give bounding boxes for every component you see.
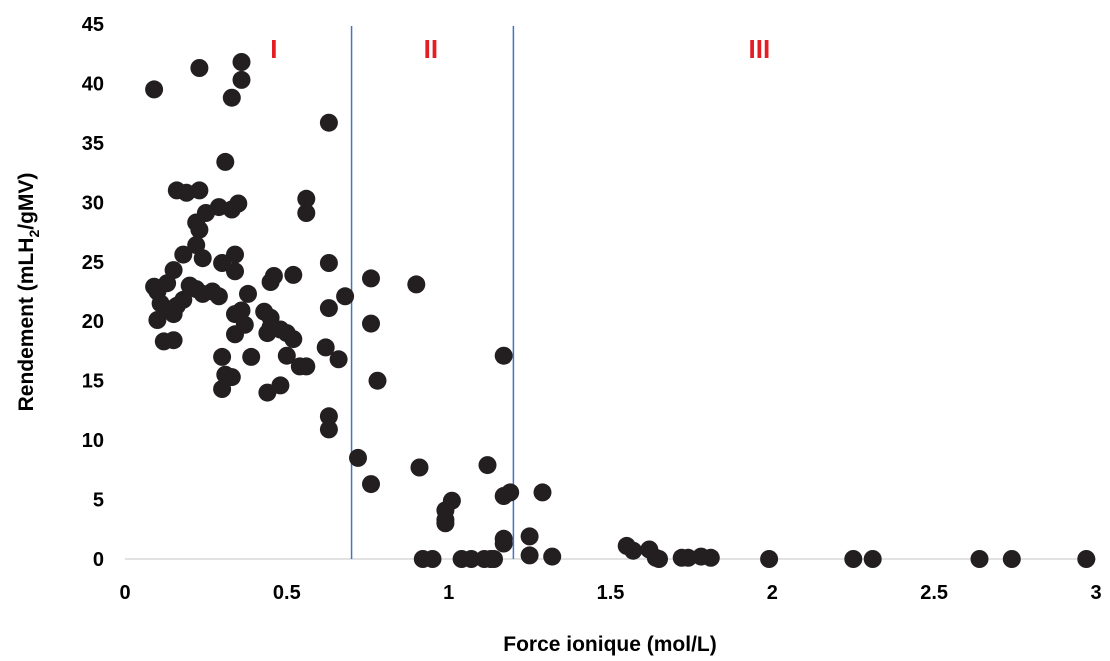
x-tick-label: 2.5 bbox=[920, 582, 948, 604]
y-axis-title-subscript: 2 bbox=[26, 230, 42, 238]
data-point bbox=[297, 204, 315, 222]
y-tick-label: 40 bbox=[82, 73, 104, 95]
data-point bbox=[424, 550, 442, 568]
x-axis-title: Force ionique (mol/L) bbox=[503, 633, 717, 656]
data-point bbox=[297, 357, 315, 375]
data-point bbox=[521, 527, 539, 545]
data-point bbox=[284, 266, 302, 284]
data-point bbox=[320, 254, 338, 272]
y-axis-title: Rendement (mLH2/gMV) bbox=[15, 173, 42, 412]
zone-labels: I II III bbox=[270, 34, 770, 64]
data-points bbox=[145, 53, 1095, 568]
data-point bbox=[165, 331, 183, 349]
zone-label-3: III bbox=[749, 34, 771, 64]
data-point bbox=[190, 221, 208, 239]
data-point bbox=[485, 550, 503, 568]
data-point bbox=[233, 71, 251, 89]
data-point bbox=[239, 285, 257, 303]
data-point bbox=[521, 546, 539, 564]
data-point bbox=[190, 181, 208, 199]
data-point bbox=[194, 249, 212, 267]
y-tick-label: 30 bbox=[82, 192, 104, 214]
data-point bbox=[242, 348, 260, 366]
zone-label-2: II bbox=[424, 34, 438, 64]
x-tick-label: 2 bbox=[767, 582, 778, 604]
data-point bbox=[320, 299, 338, 317]
y-tick-label: 15 bbox=[82, 371, 104, 393]
x-tick-label: 3 bbox=[1090, 582, 1101, 604]
data-point bbox=[145, 80, 163, 98]
y-tick-label: 35 bbox=[82, 133, 104, 155]
data-point bbox=[262, 273, 280, 291]
data-point bbox=[165, 305, 183, 323]
data-point bbox=[258, 384, 276, 402]
y-tick-label: 10 bbox=[82, 430, 104, 452]
data-point bbox=[650, 550, 668, 568]
data-point bbox=[362, 269, 380, 287]
data-point bbox=[213, 380, 231, 398]
data-point bbox=[971, 550, 989, 568]
zone-label-1: I bbox=[270, 34, 277, 64]
data-point bbox=[411, 459, 429, 477]
y-tick-labels: 0 5 10 15 20 25 30 35 40 45 bbox=[82, 14, 104, 571]
y-tick-label: 45 bbox=[82, 14, 104, 36]
data-point bbox=[624, 542, 642, 560]
x-tick-label: 1 bbox=[443, 582, 454, 604]
data-point bbox=[760, 550, 778, 568]
data-point bbox=[534, 483, 552, 501]
y-tick-label: 25 bbox=[82, 252, 104, 274]
data-point bbox=[226, 262, 244, 280]
y-tick-label: 0 bbox=[93, 549, 104, 571]
x-tick-label: 0 bbox=[119, 582, 130, 604]
data-point bbox=[864, 550, 882, 568]
data-point bbox=[223, 89, 241, 107]
data-point bbox=[320, 420, 338, 438]
data-point bbox=[284, 330, 302, 348]
data-point bbox=[158, 274, 176, 292]
data-point bbox=[336, 287, 354, 305]
data-point bbox=[223, 201, 241, 219]
data-point bbox=[226, 325, 244, 343]
data-point bbox=[320, 114, 338, 132]
y-axis-title-main: Rendement (mLH bbox=[15, 238, 38, 412]
data-point bbox=[1077, 550, 1095, 568]
data-point bbox=[233, 53, 251, 71]
data-point bbox=[436, 514, 454, 532]
data-point bbox=[479, 456, 497, 474]
data-point bbox=[210, 287, 228, 305]
data-point bbox=[213, 348, 231, 366]
data-point bbox=[702, 549, 720, 567]
data-point bbox=[543, 548, 561, 566]
data-point bbox=[216, 153, 234, 171]
data-point bbox=[495, 535, 513, 553]
y-tick-label: 20 bbox=[82, 311, 104, 333]
data-point bbox=[362, 315, 380, 333]
data-point bbox=[258, 324, 276, 342]
x-tick-label: 0.5 bbox=[273, 582, 301, 604]
data-point bbox=[495, 347, 513, 365]
y-axis-title-end: /gMV) bbox=[15, 173, 38, 230]
data-point bbox=[330, 350, 348, 368]
data-point bbox=[190, 59, 208, 77]
data-point bbox=[349, 449, 367, 467]
data-point bbox=[148, 311, 166, 329]
x-tick-label: 1.5 bbox=[597, 582, 625, 604]
y-tick-label: 5 bbox=[93, 490, 104, 512]
data-point bbox=[407, 275, 425, 293]
data-point bbox=[844, 550, 862, 568]
x-tick-labels: 0 0.5 1 1.5 2 2.5 3 bbox=[119, 582, 1101, 604]
data-point bbox=[369, 372, 387, 390]
data-point bbox=[362, 475, 380, 493]
data-point bbox=[501, 483, 519, 501]
data-point bbox=[1003, 550, 1021, 568]
